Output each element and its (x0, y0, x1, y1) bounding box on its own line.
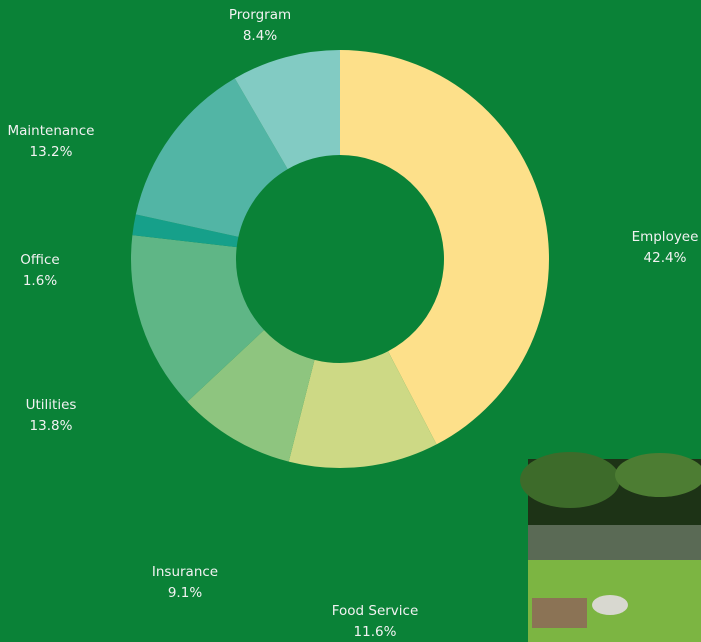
donut-slice (135, 78, 288, 237)
donut (131, 50, 549, 468)
slice-value-label: 13.2% (30, 144, 73, 160)
slice-value-label: 42.4% (644, 250, 687, 266)
donut-slice (288, 351, 437, 468)
slice-label: Insurance (152, 564, 218, 580)
slice-value-label: 8.4% (243, 28, 277, 44)
slice-label: Utilities (26, 397, 77, 413)
slice-value-label: 9.1% (168, 585, 202, 601)
donut-slice (340, 50, 549, 445)
donut-slice (187, 330, 315, 462)
slice-label: Employee (632, 229, 699, 245)
slice-label: Prorgram (229, 7, 291, 23)
slice-value-label: 13.8% (30, 418, 73, 434)
donut-slice (234, 50, 340, 170)
slice-value-label: 11.6% (354, 624, 397, 640)
donut-slice (131, 235, 265, 402)
photo (520, 452, 701, 642)
slice-label: Office (20, 252, 59, 268)
slice-label: Food Service (332, 603, 419, 619)
slice-value-label: 1.6% (23, 273, 57, 289)
labels: Employee 42.4% Food Service 11.6% Insurance 9… (8, 7, 699, 640)
donut-slice (132, 214, 239, 248)
slice-label: Maintenance (8, 123, 95, 139)
